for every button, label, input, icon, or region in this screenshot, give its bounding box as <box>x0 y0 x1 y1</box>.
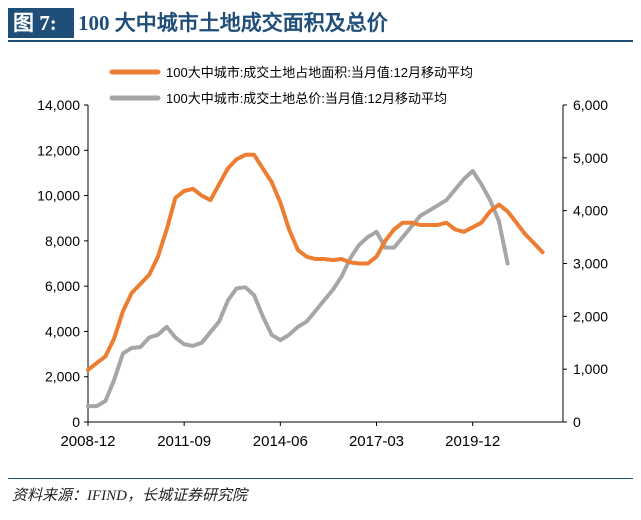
y-right-tick-label: 2,000 <box>573 308 608 324</box>
figure-title: 100 大中城市土地成交面积及总价 <box>78 11 388 35</box>
x-tick-label: 2008-12 <box>60 433 115 450</box>
y-right-tick-label: 0 <box>573 414 581 430</box>
title-underline <box>8 40 633 42</box>
y-right-tick-label: 1,000 <box>573 361 608 377</box>
x-tick-label: 2019-12 <box>445 433 500 450</box>
y-right-tick-label: 5,000 <box>573 150 608 166</box>
y-left-tick-label: 6,000 <box>45 278 80 294</box>
y-left-tick-label: 4,000 <box>45 323 80 339</box>
x-tick-label: 2017-03 <box>349 433 404 450</box>
chart: 0 2,000 4,000 6,000 8,000 10,000 12,000 14,000 0… <box>37 65 608 450</box>
y-right-tick-label: 3,000 <box>573 256 608 272</box>
figure-header: 图 7: 100 大中城市土地成交面积及总价 <box>0 0 641 44</box>
series-line-land-price <box>86 169 510 409</box>
y-left-tick-label: 10,000 <box>37 188 80 204</box>
y-left-tick-label: 12,000 <box>37 142 80 158</box>
series-layer <box>86 152 545 409</box>
series-line-land-area <box>86 152 545 372</box>
y-left-tick-label: 14,000 <box>37 97 80 113</box>
legend-item-land-area: 100大中城市:成交土地占地面积:当月值:12月移动平均 <box>109 65 473 80</box>
y-left-tick-label: 8,000 <box>45 233 80 249</box>
legend-label: 100大中城市:成交土地占地面积:当月值:12月移动平均 <box>166 65 473 80</box>
legend: 100大中城市:成交土地占地面积:当月值:12月移动平均 100大中城市:成交土地… <box>109 65 473 106</box>
legend-label: 100大中城市:成交土地总价:当月值:12月移动平均 <box>166 91 447 106</box>
x-tick-label: 2014-06 <box>253 433 308 450</box>
source-divider <box>8 478 633 479</box>
source-note: 资料来源：IFIND，长城证券研究院 <box>12 488 247 504</box>
y-right-tick-label: 4,000 <box>573 203 608 219</box>
figure-number: 图 7: <box>8 8 74 38</box>
x-tick-label: 2011-09 <box>157 433 211 450</box>
y-left-tick-label: 2,000 <box>45 369 80 385</box>
y-left-tick-label: 0 <box>72 414 80 430</box>
legend-item-land-price: 100大中城市:成交土地总价:当月值:12月移动平均 <box>109 91 447 106</box>
chart-axes: 0 2,000 4,000 6,000 8,000 10,000 12,000 14,000 0… <box>37 97 608 450</box>
y-right-tick-label: 6,000 <box>573 97 608 113</box>
